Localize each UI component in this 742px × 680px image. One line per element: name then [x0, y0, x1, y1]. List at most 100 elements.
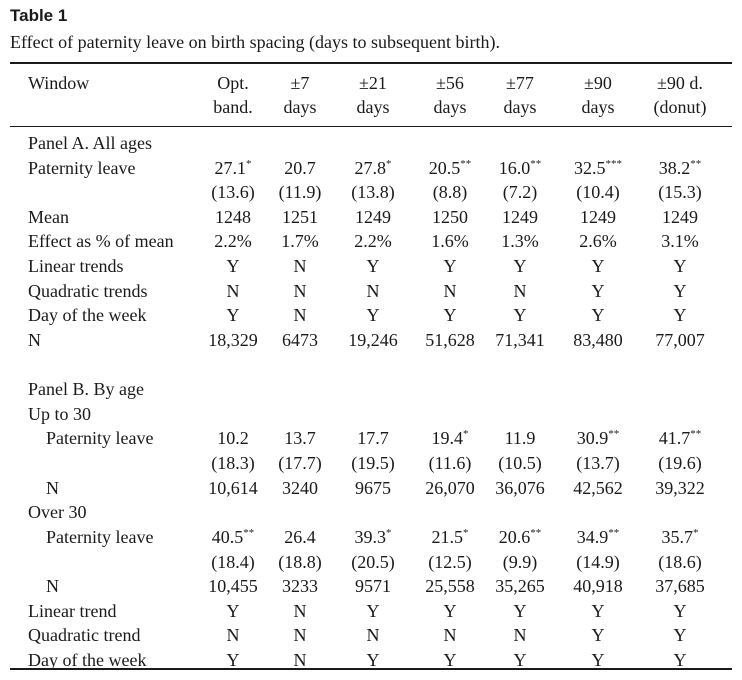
cell-value: 3240 [282, 477, 318, 498]
table-cell: Y [334, 601, 412, 622]
table-cell: Y [641, 256, 719, 277]
cell-value: Y [226, 650, 240, 671]
table-cell: N [481, 625, 559, 646]
cell-value: 18,329 [208, 329, 258, 350]
cell-value: N [443, 625, 457, 646]
row-label: N [28, 329, 41, 350]
table-cell: Y [411, 601, 489, 622]
cell-value: Y [513, 650, 527, 671]
table-row: Quadratic trend N N N N N Y Y [0, 625, 742, 650]
cell-value: 71,341 [495, 329, 545, 350]
table-row: Panel A. All ages [0, 133, 742, 158]
table-cell: 77,007 [641, 330, 719, 351]
table-row: Paternity leave 27.1* 20.7 27.8* 20.5** 16.0*… [0, 158, 742, 183]
cell-value: 6473 [282, 329, 318, 350]
table-cell: 34.9** [559, 527, 637, 548]
cell-value: 10,614 [208, 477, 258, 498]
top-rule [10, 62, 732, 64]
table-row: (18.3) (17.7) (19.5) (11.6) (10.5) (13.7) (19.… [0, 453, 742, 478]
cell-value: Y [673, 600, 687, 621]
table-cell: Y [481, 601, 559, 622]
row-label: Linear trends [28, 256, 124, 277]
cell-value: (7.2) [502, 182, 538, 203]
table-cell: (11.9) [261, 182, 339, 203]
table-row: Mean 1248 1251 1249 1250 1249 1249 1249 [0, 207, 742, 232]
table-row: Linear trend Y N Y Y Y Y Y [0, 601, 742, 626]
table-cell: N [411, 625, 489, 646]
table-cell: (10.5) [481, 453, 559, 474]
table-cell: Y [559, 625, 637, 646]
cell-value: (18.3) [211, 453, 255, 474]
table-cell: (19.6) [641, 453, 719, 474]
header-col-line1: ±7 [290, 73, 310, 93]
cell-value: (15.3) [658, 182, 702, 203]
row-label: Panel B. By age [28, 379, 144, 400]
table-cell: 3240 [261, 478, 339, 499]
cell-value: 20.7 [284, 157, 316, 178]
table-cell: 1249 [641, 207, 719, 228]
table-cell: 1.7% [261, 231, 339, 252]
table-row: Day of the week Y N Y Y Y Y Y [0, 305, 742, 330]
significance-stars: ** [690, 157, 702, 170]
row-label: Mean [28, 206, 69, 227]
table-row: Paternity leave 10.2 13.7 17.7 19.4* 11.9 30.9… [0, 428, 742, 453]
cell-value: 36,076 [495, 477, 545, 498]
table-cell: Y [334, 256, 412, 277]
cell-value: (13.6) [211, 182, 255, 203]
cell-value: 17.7 [357, 428, 389, 449]
table-cell: 17.7 [334, 428, 412, 449]
table-cell: 9675 [334, 478, 412, 499]
table-cell: 18,329 [194, 330, 272, 351]
cell-value: N [443, 280, 457, 301]
cell-value: (20.5) [351, 551, 395, 572]
cell-value: N [226, 280, 240, 301]
table-cell: 30.9** [559, 428, 637, 449]
cell-value: 2.2% [354, 231, 392, 252]
row-label: Up to 30 [28, 403, 91, 424]
table-cell: Y [559, 256, 637, 277]
cell-value: Y [673, 625, 687, 646]
cell-value: Y [673, 650, 687, 671]
cell-value: N [513, 280, 527, 301]
table-cell: (15.3) [641, 182, 719, 203]
cell-value: 1.6% [431, 231, 469, 252]
cell-value: 9571 [355, 576, 391, 597]
table-cell: Y [641, 650, 719, 671]
table-cell: N [481, 281, 559, 302]
bottom-rule [10, 668, 732, 670]
table-cell: 1251 [261, 207, 339, 228]
cell-value: 10,455 [208, 576, 258, 597]
table-row: Linear trends Y N Y Y Y Y Y [0, 256, 742, 281]
table-cell: 2.2% [194, 231, 272, 252]
header-col-7: ±90 d. (donut) [641, 71, 719, 119]
cell-value: 27.1 [214, 157, 247, 178]
significance-stars: *** [605, 157, 623, 170]
table-cell: 1249 [481, 207, 559, 228]
row-label: Day of the week [28, 305, 147, 326]
header-rule [10, 126, 732, 127]
table-cell: 2.6% [559, 231, 637, 252]
cell-value: Y [591, 650, 605, 671]
cell-value: 1249 [580, 206, 616, 227]
table-cell: 83,480 [559, 330, 637, 351]
cell-value: 1249 [662, 206, 698, 227]
cell-value: N [513, 625, 527, 646]
cell-value: Y [591, 600, 605, 621]
significance-stars: * [386, 157, 392, 170]
table-cell: 20.6** [481, 527, 559, 548]
cell-value: 3233 [282, 576, 318, 597]
cell-value: 9675 [355, 477, 391, 498]
table-row: N 18,329 6473 19,246 51,628 71,341 83,480 77,00… [0, 330, 742, 355]
cell-value: Y [673, 305, 687, 326]
table-cell: 11.9 [481, 428, 559, 449]
cell-value: 42,562 [573, 477, 623, 498]
cell-value: (18.4) [211, 551, 255, 572]
table-cell: 1.6% [411, 231, 489, 252]
header-col-line2: (donut) [653, 97, 707, 117]
table-cell: 26,070 [411, 478, 489, 499]
cell-value: Y [513, 600, 527, 621]
cell-value: (10.5) [498, 453, 542, 474]
header-col-line2: days [503, 97, 537, 117]
table-cell: 27.8* [334, 158, 412, 179]
cell-value: 1.7% [281, 231, 319, 252]
